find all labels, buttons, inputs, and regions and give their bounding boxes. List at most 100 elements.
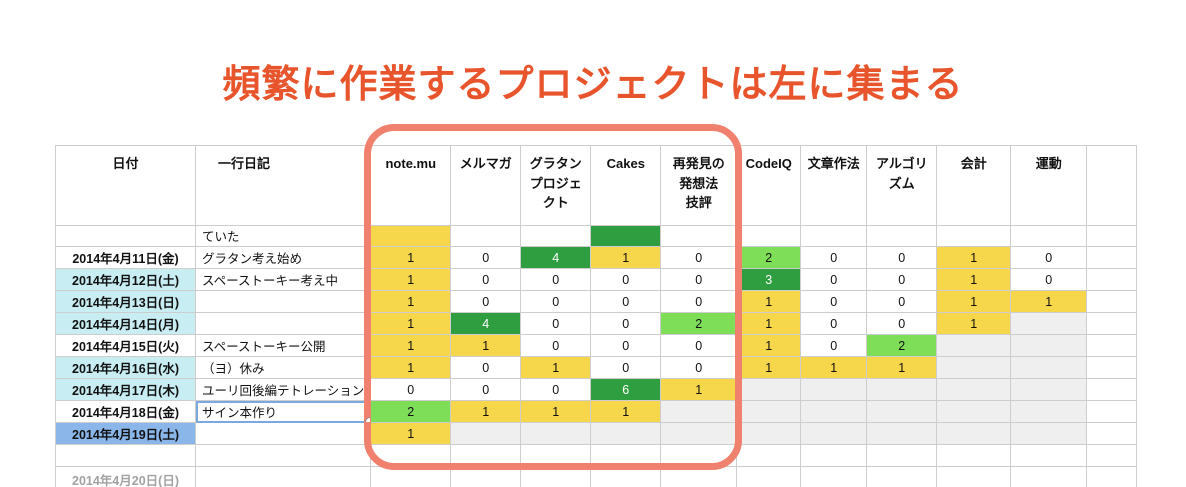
column-header-9[interactable]: アルゴリ ズム [866,145,938,226]
value-cell[interactable]: 1 [936,290,1012,313]
value-cell[interactable]: 1 [370,312,452,335]
value-cell[interactable]: 2 [370,400,452,423]
value-cell[interactable] [370,444,452,467]
value-cell[interactable] [866,444,938,467]
value-cell[interactable]: 1 [936,246,1012,269]
column-header-2[interactable]: note.mu [370,145,452,226]
value-cell[interactable] [1086,312,1138,335]
value-cell[interactable] [1010,225,1088,247]
column-header-11[interactable]: 運動 [1010,145,1088,226]
value-cell[interactable] [590,466,662,487]
date-cell[interactable]: 2014年4月19日(土) [55,422,196,445]
value-cell[interactable] [1086,334,1138,357]
value-cell[interactable]: 1 [800,356,868,379]
value-cell[interactable] [370,466,452,487]
value-cell[interactable]: 1 [370,356,452,379]
value-cell[interactable] [936,225,1012,247]
value-cell[interactable] [736,225,802,247]
value-cell[interactable] [660,466,738,487]
value-cell[interactable] [660,225,738,247]
value-cell[interactable]: 1 [370,268,452,291]
value-cell[interactable]: 0 [660,334,738,357]
column-header-10[interactable]: 会計 [936,145,1012,226]
value-cell[interactable]: 0 [590,268,662,291]
diary-cell[interactable] [194,290,372,313]
diary-cell[interactable]: ていた [194,225,372,247]
value-cell[interactable] [936,334,1012,357]
value-cell[interactable]: 1 [590,246,662,269]
value-cell[interactable] [450,444,522,467]
value-cell[interactable]: 0 [520,268,592,291]
column-header-5[interactable]: Cakes [590,145,662,226]
value-cell[interactable]: 0 [520,290,592,313]
column-header-4[interactable]: グラタン プロジェ クト [520,145,592,226]
value-cell[interactable]: 0 [800,312,868,335]
value-cell[interactable] [736,422,802,445]
value-cell[interactable] [800,422,868,445]
value-cell[interactable] [1010,312,1088,335]
value-cell[interactable] [866,400,938,423]
value-cell[interactable]: 4 [450,312,522,335]
value-cell[interactable] [660,444,738,467]
value-cell[interactable]: 0 [590,312,662,335]
value-cell[interactable]: 1 [370,290,452,313]
value-cell[interactable] [936,422,1012,445]
value-cell[interactable] [1010,444,1088,467]
value-cell[interactable] [936,466,1012,487]
value-cell[interactable]: 0 [1010,268,1088,291]
value-cell[interactable]: 2 [660,312,738,335]
value-cell[interactable] [1086,444,1138,467]
value-cell[interactable] [520,444,592,467]
value-cell[interactable]: 0 [1010,246,1088,269]
column-header-7[interactable]: CodeIQ [736,145,802,226]
diary-cell[interactable]: スペーストーキー考え中 [194,268,372,291]
value-cell[interactable] [866,225,938,247]
value-cell[interactable]: 1 [370,422,452,445]
value-cell[interactable] [590,422,662,445]
date-cell[interactable]: 2014年4月14日(月) [55,312,196,335]
value-cell[interactable]: 1 [736,356,802,379]
value-cell[interactable] [1010,422,1088,445]
diary-cell[interactable] [194,312,372,335]
value-cell[interactable]: 0 [660,290,738,313]
value-cell[interactable]: 0 [866,246,938,269]
diary-cell[interactable]: （ヨ）休み [194,356,372,379]
value-cell[interactable] [1086,246,1138,269]
value-cell[interactable]: 0 [450,246,522,269]
value-cell[interactable] [736,378,802,401]
date-cell[interactable]: 2014年4月20日(日) [55,466,196,487]
value-cell[interactable]: 0 [800,246,868,269]
date-cell[interactable]: 2014年4月16日(水) [55,356,196,379]
value-cell[interactable]: 0 [660,246,738,269]
value-cell[interactable] [1010,400,1088,423]
value-cell[interactable]: 0 [370,378,452,401]
value-cell[interactable] [450,466,522,487]
value-cell[interactable]: 3 [736,268,802,291]
value-cell[interactable]: 1 [370,246,452,269]
value-cell[interactable] [866,422,938,445]
value-cell[interactable] [800,400,868,423]
diary-cell[interactable] [194,422,372,445]
value-cell[interactable] [736,466,802,487]
date-cell[interactable]: 2014年4月17日(木) [55,378,196,401]
value-cell[interactable]: 1 [590,400,662,423]
value-cell[interactable]: 0 [590,290,662,313]
value-cell[interactable]: 0 [590,334,662,357]
value-cell[interactable]: 0 [520,378,592,401]
date-cell[interactable]: 2014年4月15日(火) [55,334,196,357]
value-cell[interactable] [800,466,868,487]
value-cell[interactable]: 1 [736,290,802,313]
value-cell[interactable]: 4 [520,246,592,269]
selection-handle[interactable] [365,417,370,422]
value-cell[interactable]: 0 [800,268,868,291]
value-cell[interactable] [1086,290,1138,313]
value-cell[interactable] [936,400,1012,423]
diary-cell[interactable]: スペーストーキー公開 [194,334,372,357]
value-cell[interactable] [590,444,662,467]
value-cell[interactable] [450,225,522,247]
value-cell[interactable] [866,466,938,487]
date-cell[interactable]: 2014年4月12日(土) [55,268,196,291]
value-cell[interactable]: 1 [370,334,452,357]
value-cell[interactable]: 0 [660,356,738,379]
value-cell[interactable]: 1 [660,378,738,401]
